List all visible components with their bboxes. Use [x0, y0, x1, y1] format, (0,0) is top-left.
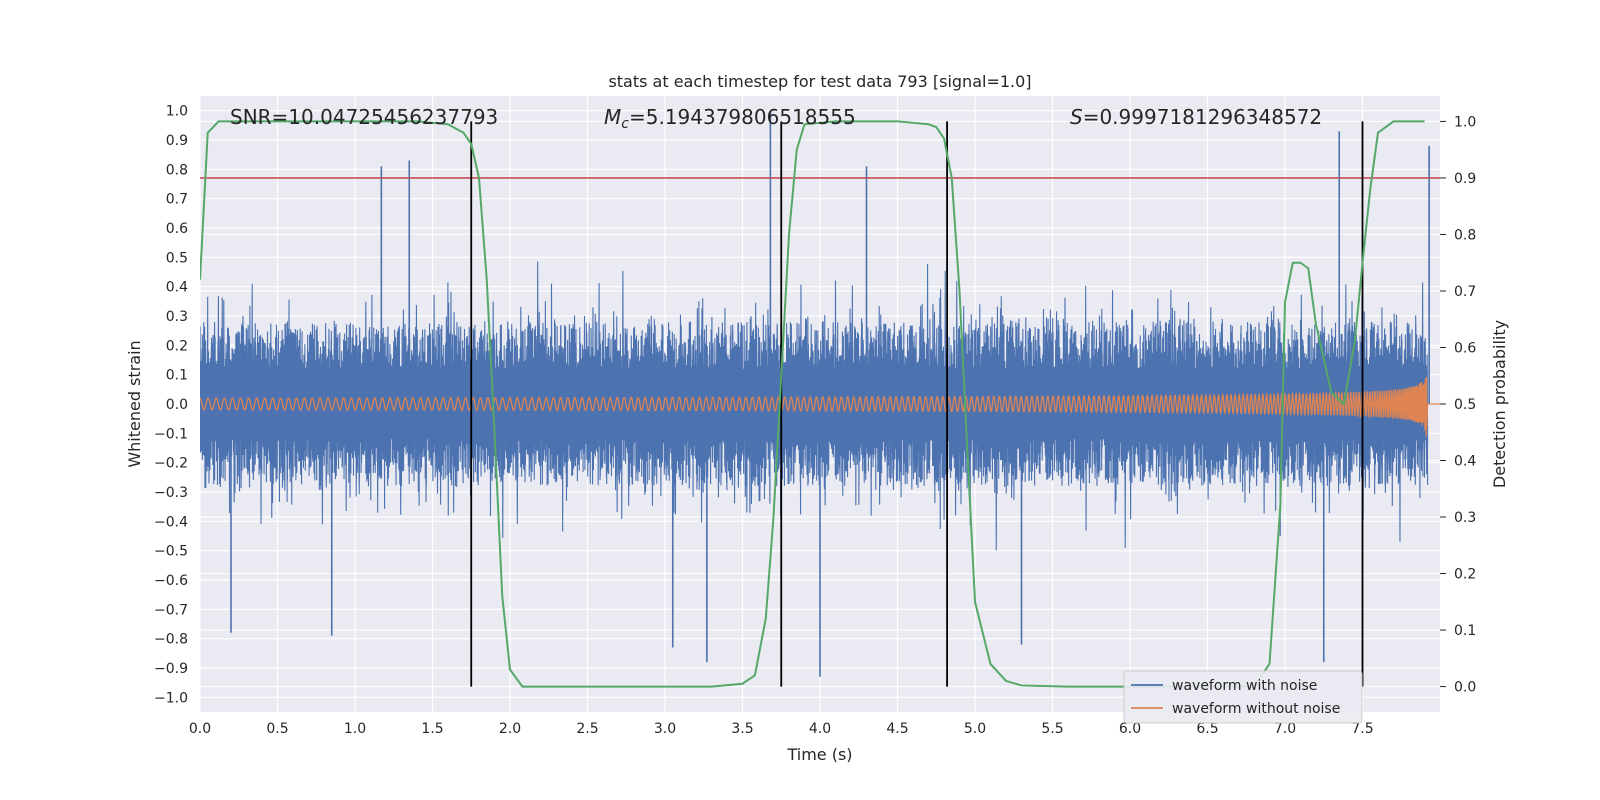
x-tick-label: 7.0	[1274, 721, 1296, 737]
y-right-tick-label: 0.3	[1454, 510, 1476, 526]
x-tick-label: 0.0	[189, 721, 211, 737]
s-annotation: S=0.9997181296348572	[1070, 105, 1322, 129]
y-right-tick-label: 0.6	[1454, 340, 1476, 356]
chirp-mass-symbol: M	[604, 105, 621, 129]
noise-waveform-core	[200, 321, 1429, 487]
x-axis-label: Time (s)	[786, 745, 852, 764]
legend-box	[1123, 670, 1363, 724]
y-tick-label: −0.5	[154, 544, 188, 560]
y-right-tick-label: 0.2	[1454, 567, 1476, 583]
y-tick-label: −0.9	[154, 661, 188, 677]
legend: waveform with noise waveform without noi…	[1123, 670, 1363, 724]
x-tick-label: 6.5	[1196, 721, 1218, 737]
y-tick-label: 0.8	[166, 162, 188, 178]
x-tick-label: 0.5	[266, 721, 288, 737]
chart-title: stats at each timestep for test data 793…	[608, 72, 1031, 91]
snr-annotation: SNR=10.04725456237793	[230, 105, 498, 129]
probability-curve	[200, 120, 1425, 688]
s-symbol: S	[1070, 105, 1083, 129]
y-right-tick-label: 0.4	[1454, 454, 1476, 470]
y-right-tick-label: 0.0	[1454, 680, 1476, 696]
y-right-tick-label: 1.0	[1454, 114, 1476, 130]
x-tick-label: 1.0	[344, 721, 366, 737]
legend-clean-label: waveform without noise	[1172, 701, 1340, 717]
x-tick-label: 4.5	[886, 721, 908, 737]
x-tick-label: 3.0	[654, 721, 676, 737]
clean-series	[200, 376, 1440, 437]
axis-ticks: 0.0 0.5 1.0 1.5 2.0 2.5 3.0 3.5 4.0 4.5 5.0 5.5 6.0 6…	[154, 104, 1476, 737]
x-tick-label: 2.5	[576, 721, 598, 737]
y-right-tick-label: 0.9	[1454, 171, 1476, 187]
y-tick-label: 0.0	[166, 397, 188, 413]
y-tick-label: 1.0	[166, 104, 188, 120]
y-tick-label: −0.8	[154, 632, 188, 648]
y-right-tick-label: 0.5	[1454, 397, 1476, 413]
y-axis-label: Whitened strain	[125, 340, 144, 467]
noise-series	[200, 110, 1430, 677]
clean-waveform	[200, 376, 1440, 437]
y-tick-label: 0.6	[166, 221, 188, 237]
x-tick-label: 3.5	[731, 721, 753, 737]
y-tick-label: −0.3	[154, 485, 188, 501]
x-tick-label: 7.5	[1351, 721, 1373, 737]
y-tick-label: 0.7	[166, 192, 188, 208]
chirp-mass-annotation: Mc=5.194379806518555	[604, 105, 856, 132]
y-tick-label: 0.4	[166, 280, 188, 296]
y-tick-label: −0.6	[154, 573, 188, 589]
chirp-mass-value: =5.194379806518555	[629, 105, 856, 129]
y-tick-label: −1.0	[154, 690, 188, 706]
y-tick-label: 0.9	[166, 133, 188, 149]
y-right-tick-label: 0.7	[1454, 284, 1476, 300]
y-tick-label: 0.2	[166, 338, 188, 354]
y-tick-label: −0.7	[154, 602, 188, 618]
chirp-mass-subscript: c	[621, 116, 629, 132]
x-tick-label: 6.0	[1119, 721, 1141, 737]
y-tick-label: −0.1	[154, 426, 188, 442]
s-value: =0.9997181296348572	[1083, 105, 1322, 129]
y-right-tick-label: 0.8	[1454, 227, 1476, 243]
x-tick-label: 5.5	[1041, 721, 1063, 737]
y-tick-label: −0.2	[154, 456, 188, 472]
y-tick-label: 0.1	[166, 368, 188, 384]
y-tick-label: 0.5	[166, 250, 188, 266]
x-tick-label: 1.5	[421, 721, 443, 737]
probability-series	[200, 120, 1425, 688]
y-tick-label: 0.3	[166, 309, 188, 325]
x-tick-label: 5.0	[964, 721, 986, 737]
event-markers	[470, 121, 1364, 687]
legend-noise-label: waveform with noise	[1172, 678, 1317, 694]
y-right-tick-label: 0.1	[1454, 623, 1476, 639]
x-tick-label: 4.0	[809, 721, 831, 737]
y-tick-label: −0.4	[154, 514, 188, 530]
y-axis-label-right: Detection probability	[1490, 320, 1509, 488]
x-tick-label: 2.0	[499, 721, 521, 737]
